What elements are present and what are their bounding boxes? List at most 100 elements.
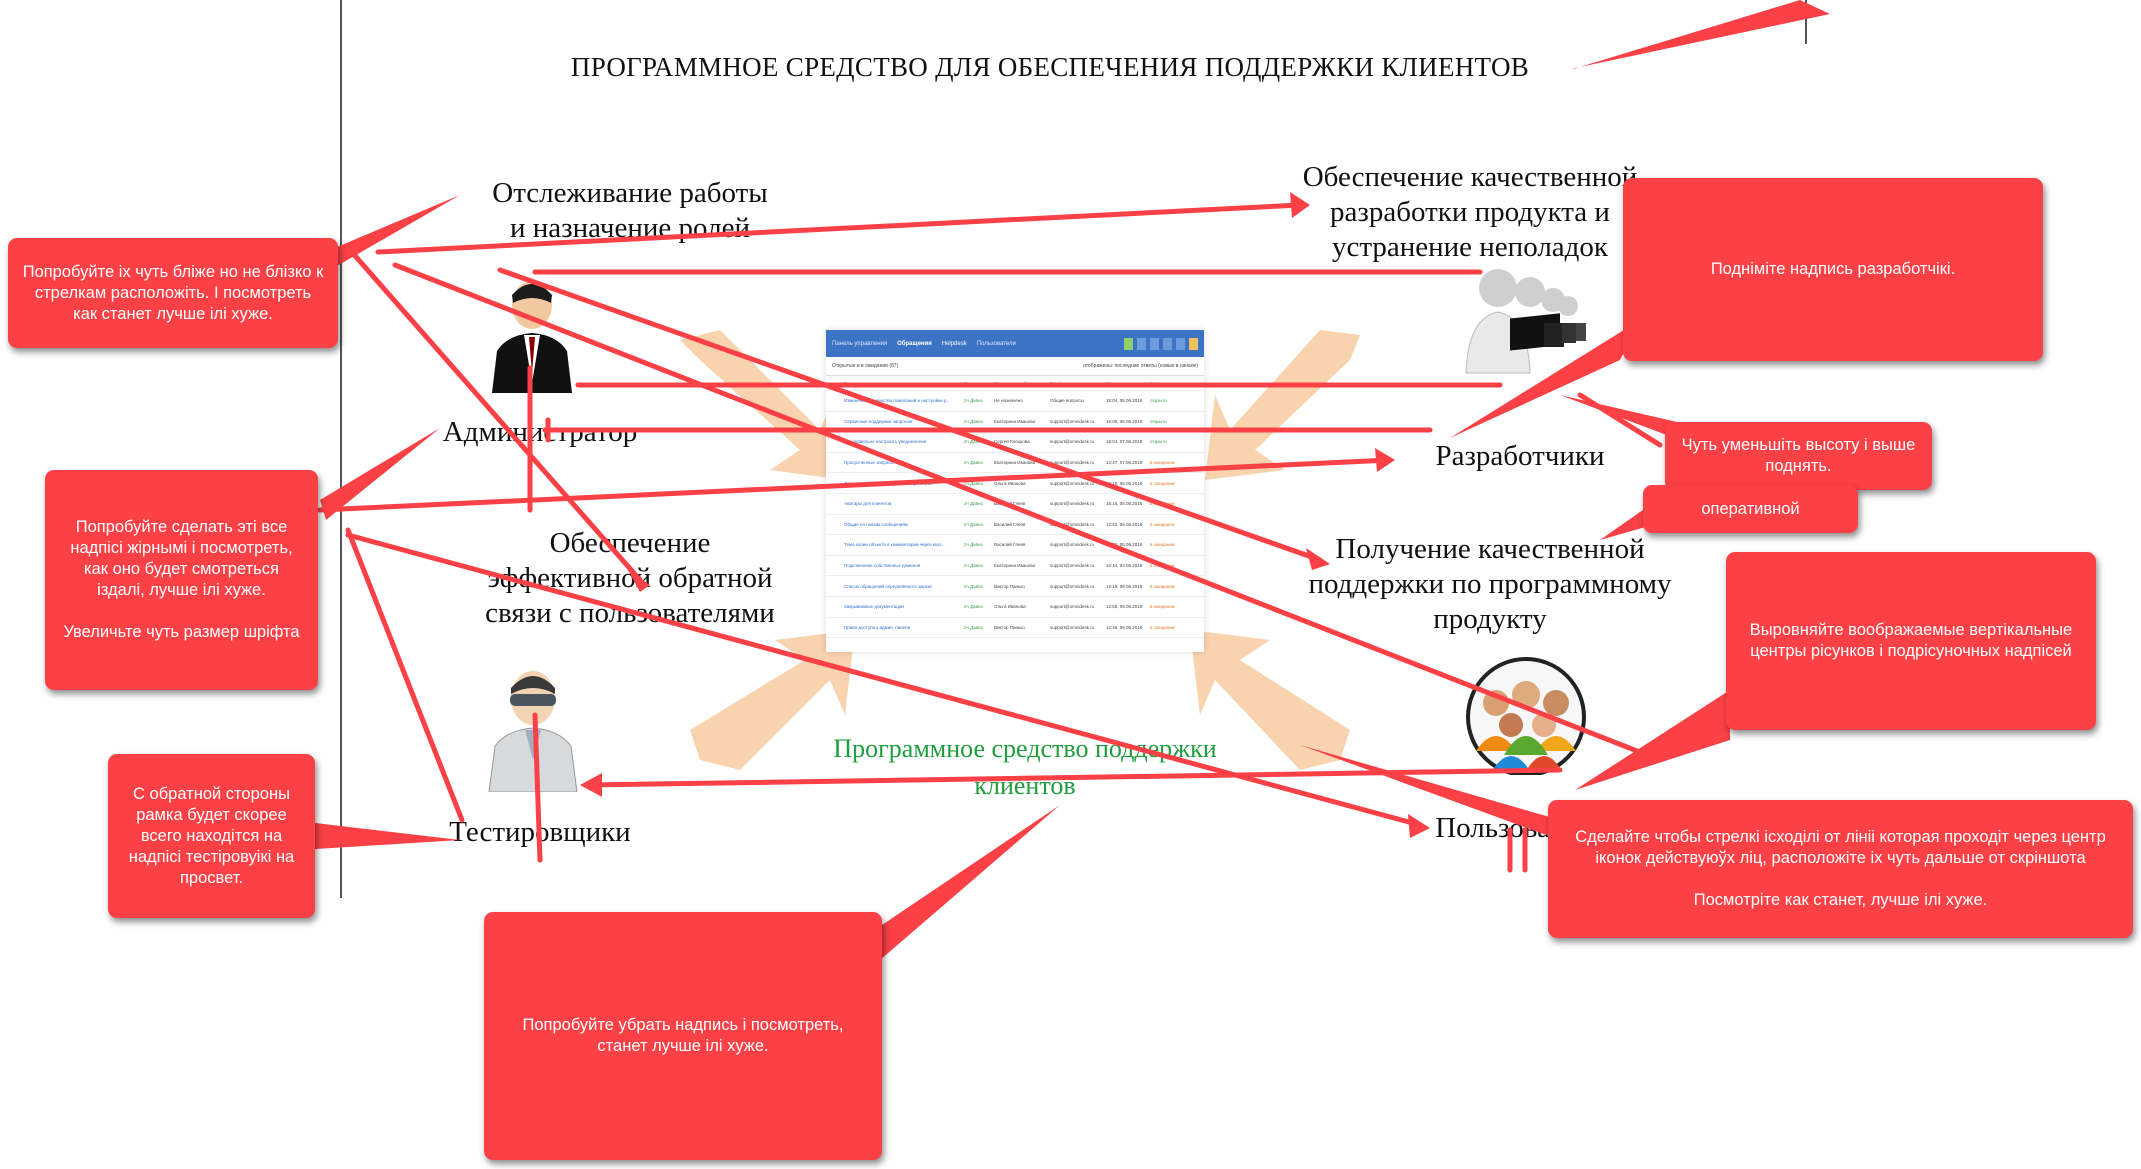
callout-raise-developers: Поднiміте надпись разработчікі.	[1623, 178, 2043, 361]
callout-operative: оперативной	[1643, 485, 1858, 533]
screenshot-table-cell: 2ч Давно	[964, 521, 984, 527]
arrow-head	[1408, 814, 1430, 838]
screenshot-table-cell: в ожидании	[1150, 460, 1175, 466]
screenshot-navbar: Панель управления Обращения Helpdesk Пол…	[826, 330, 1204, 357]
center-caption: Программное средство поддержки клиентов	[833, 734, 1217, 800]
page-left-margin-line	[340, 0, 342, 898]
screenshot-table-cell: support@omnidesk.ru	[1050, 604, 1095, 610]
screenshot-table-cell: Тема копии объекта в комментарии через м…	[844, 542, 945, 548]
screenshot-table-cell: 14:47, 07.06.2018	[1106, 460, 1143, 466]
screenshot-table-row: Закрываемые документации 2ч Давно Ольга Ив…	[826, 597, 1204, 618]
screenshot-table-cell: в ожидании	[1150, 604, 1175, 610]
screenshot-table-cell: 10:02, 06.06.2018	[1106, 542, 1143, 548]
screenshot-nav-item: Панель управления	[832, 340, 888, 347]
screenshot-table-cell: Василий Глеев	[994, 542, 1026, 548]
screenshot-table-cell: 2ч Давно	[964, 542, 984, 548]
arrow-line	[532, 712, 543, 863]
screenshot-table-cell: support@omnidesk.ru	[1050, 418, 1095, 424]
bg-arrow-bottom-right	[1190, 630, 1350, 770]
screenshot-table-cell: Екатерина Иванова	[994, 418, 1036, 424]
screenshot-table-cell: Подключение собственных доменов	[844, 563, 921, 569]
screenshot-table-cell: Общие по новым сообщениям	[844, 521, 908, 527]
screenshot-table-cell: Изменения количества пожеланий и настрой…	[844, 398, 950, 404]
screenshot-table-cell: 2ч Давно	[964, 501, 984, 507]
developers-icon	[1458, 268, 1598, 380]
bg-arrow-bottom-left	[690, 630, 855, 770]
screenshot-table-cell: support@omnidesk.ru	[1050, 460, 1095, 466]
screenshot-table-cell: в ожидании	[1150, 480, 1175, 486]
screenshot-table-cell: Общие вопросы	[1050, 398, 1084, 404]
screenshot-table-cell: открыто	[1150, 418, 1167, 424]
arrow-line	[375, 202, 1303, 255]
arrow-head	[580, 773, 602, 797]
screenshot-table-cell: support@omnidesk.ru	[1050, 480, 1095, 486]
screenshot-table-cell: в ожидании	[1150, 521, 1175, 527]
callout-tail-3	[1560, 395, 1690, 440]
screenshot-table-row: Общие по новым сообщениям 2ч Давно Василий…	[826, 515, 1204, 536]
screenshot-toolbar-icons	[1124, 337, 1198, 350]
screenshot-table-cell: 2ч Давно	[964, 418, 984, 424]
screenshot-table-cell: Ольга Иванова	[994, 604, 1026, 610]
callout-tail-5	[320, 428, 440, 520]
screenshot-table-cell: Ольга Иванова	[994, 480, 1026, 486]
screenshot-table-cell: Аватары для клиентов	[844, 501, 892, 507]
screenshot-table-cell: Права доступа к админ. панели	[844, 624, 911, 630]
screenshot-table-cell: 2ч Давно	[964, 439, 984, 445]
screenshot-table-cell: Как правильно настроить уведомления	[844, 439, 927, 445]
screenshot-table-cell: в ожидании	[1150, 583, 1175, 589]
callout-arrows-line: Сделайте чтобы стрелкі ісходілі от лініі…	[1548, 800, 2133, 938]
arrow-head	[628, 570, 650, 592]
screenshot-table-cell: Сервисные поддержки запросов	[844, 418, 912, 424]
screenshot-table-cell: support@omnidesk.ru	[1050, 542, 1095, 548]
arrow-line	[347, 247, 643, 583]
screenshot-table-row: Изменения количества пожеланий и настрой…	[826, 391, 1204, 412]
page-title: ПРОГРАММНОЕ СРЕДСТВО ДЛЯ ОБЕСПЕЧЕНИЯ ПОД…	[570, 52, 1530, 82]
screenshot-nav-item: Обращения	[897, 340, 932, 347]
callout-frame-back: С обратной стороны рамка будет скорее вс…	[108, 754, 315, 918]
arrow-head	[1306, 548, 1330, 570]
screenshot-table-cell: в ожидании	[1150, 624, 1175, 630]
feature-quality-dev-label: Обеспечение качественной разработки прод…	[1302, 161, 1638, 263]
screenshot-table-cell: 10:44, 02.06.2018	[1106, 563, 1143, 569]
screenshot-table-cell: открыто	[1150, 439, 1167, 445]
screenshot-table-cell: Виктор Панько	[994, 583, 1025, 589]
screenshot-table-cell: support@omnidesk.ru	[1050, 563, 1095, 569]
callout-tail-top-right	[1570, 0, 1830, 70]
screenshot-table-cell: Список обращений определённого заказа	[844, 583, 932, 589]
callout-tail-2	[1450, 320, 1640, 438]
arrow-line	[497, 267, 1323, 563]
screenshot-nav-item: Пользователи	[976, 340, 1016, 347]
screenshot-table-cell: 15:00, 08.06.2018	[1106, 418, 1143, 424]
callout-bold-labels: Попробуйте сделать эті все надпісі жірны…	[45, 470, 318, 690]
screenshot-table-cell: 13:46, 08.06.2018	[1106, 624, 1143, 630]
screenshot-filter-right: отображены: последние ответы (новые в на…	[1083, 363, 1198, 369]
screenshot-table-cell: Просроченные запросы	[844, 460, 894, 466]
arrow-line	[345, 527, 465, 823]
screenshot-table-cell: 15:04, 08.06.2018	[1106, 398, 1143, 404]
callout-align-centers: Выровняйте воображаемые вертікальные цен…	[1726, 552, 2096, 730]
screenshot-table-cell: 2ч Давно	[964, 624, 984, 630]
screenshot-table-cell: support@omnidesk.ru	[1050, 439, 1095, 445]
screenshot-table-cell: 2ч Давно	[964, 460, 984, 466]
screenshot-table-cell: 16:16, 06.06.2018	[1106, 501, 1143, 507]
feature-feedback-label: Обеспечение эффективной обратной связи с…	[485, 527, 775, 629]
screenshot-table-cell: Сергей Клецкова	[994, 439, 1030, 445]
callout-tail-6	[1575, 690, 1730, 790]
callout-move-closer: Попробуйте іх чуть бліже но не блізко к …	[8, 238, 338, 348]
screenshot-table-cell: support@omnidesk.ru	[1050, 501, 1095, 507]
arrow-line	[1577, 392, 1663, 448]
arrow-line	[317, 457, 1393, 513]
callout-reduce-height: Чуть уменьшіть высоту і выше поднять.	[1665, 422, 1932, 490]
screenshot-table-cell: support@omnidesk.ru	[1050, 583, 1095, 589]
screenshot-table-cell: Екатерина Иванова	[994, 563, 1036, 569]
arrow-line	[587, 767, 1563, 788]
screenshot-table-cell: Не назначено	[994, 398, 1023, 404]
screenshot-nav-item: Helpdesk	[941, 340, 967, 347]
screenshot-table-cell: Екатерина Иванова	[994, 460, 1036, 466]
callout-remove-caption: Попробуйте убрать надпись і посмотреть, …	[484, 912, 882, 1160]
screenshot-filter-bar: Открытые и в ожидании (87) отображены: п…	[826, 357, 1204, 376]
screenshot-table-cell: 15:04, 07.06.2018	[1106, 439, 1143, 445]
screenshot-table-cell: открыто	[1150, 398, 1167, 404]
